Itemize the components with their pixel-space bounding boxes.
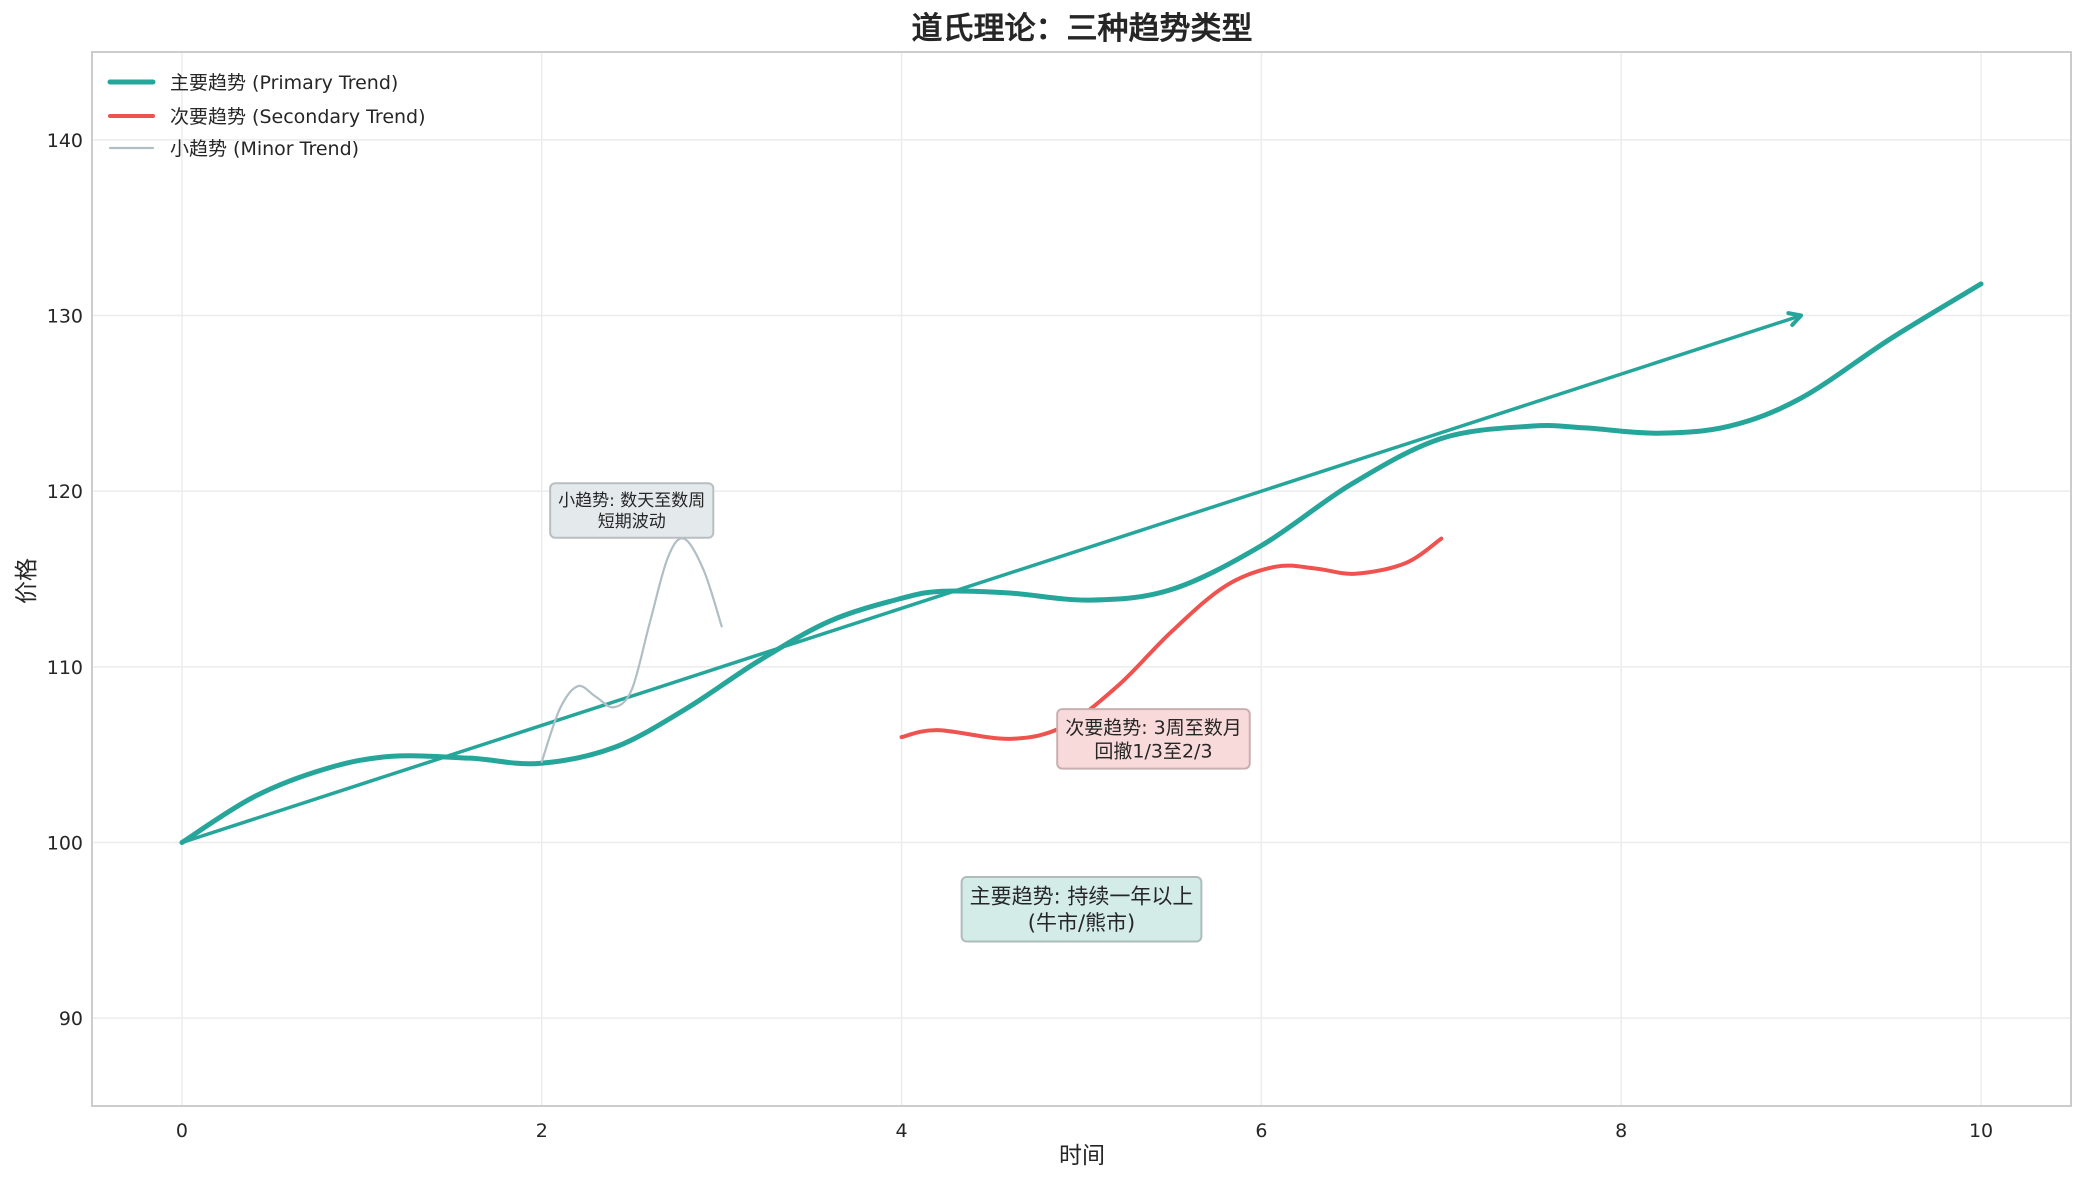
legend-label: 次要趋势 (Secondary Trend) — [170, 106, 426, 128]
axis-ticks: 0 2 4 6 8 10 90 100 110 120 130 140 — [47, 130, 1993, 1142]
secondary-trend-line — [899, 536, 1444, 741]
x-tick-label: 4 — [896, 1120, 908, 1142]
annotation-box — [960, 876, 1203, 943]
legend: 主要趋势 (Primary Trend) 次要趋势 (Secondary Tren… — [107, 72, 426, 160]
x-tick-label: 8 — [1615, 1120, 1627, 1142]
primary-annotation: 主要趋势: 持续一年以上(牛市/熊市) — [960, 876, 1203, 943]
y-tick-label: 110 — [47, 657, 83, 679]
x-tick-label: 0 — [176, 1120, 188, 1142]
minor-trend-line — [540, 537, 723, 763]
y-tick-label: 100 — [47, 833, 83, 855]
arrow-head-icon — [1786, 311, 1804, 327]
grid-lines — [92, 52, 2071, 1106]
annotation-text: 回撤1/3至2/3 — [1094, 741, 1212, 763]
legend-label: 主要趋势 (Primary Trend) — [170, 72, 398, 94]
x-tick-label: 10 — [1969, 1120, 1993, 1142]
y-tick-label: 130 — [47, 306, 83, 328]
x-axis-label: 时间 — [1059, 1143, 1105, 1169]
annotation-text: 小趋势: 数天至数周 — [558, 491, 705, 511]
y-axis-label: 价格 — [14, 558, 40, 604]
primary-trend-line — [179, 281, 1984, 845]
trend-arrow-line — [180, 313, 1803, 845]
series-lines — [179, 281, 1984, 845]
y-tick-label: 140 — [47, 130, 83, 152]
annotation-box — [1056, 708, 1251, 770]
y-tick-label: 120 — [47, 481, 83, 503]
annotation-text: 次要趋势: 3周至数月 — [1065, 717, 1242, 739]
annotation-text: 主要趋势: 持续一年以上 — [970, 885, 1194, 909]
y-tick-label: 90 — [59, 1008, 83, 1030]
x-tick-label: 6 — [1255, 1120, 1267, 1142]
chart-title: 道氏理论：三种趋势类型 — [912, 11, 1253, 47]
annotation-text: (牛市/熊市) — [1028, 911, 1135, 935]
x-tick-label: 2 — [536, 1120, 548, 1142]
plot-frame — [91, 51, 2072, 1107]
annotation-text: 短期波动 — [598, 512, 666, 532]
annotation-box — [549, 482, 715, 539]
legend-label: 小趋势 (Minor Trend) — [170, 138, 359, 160]
